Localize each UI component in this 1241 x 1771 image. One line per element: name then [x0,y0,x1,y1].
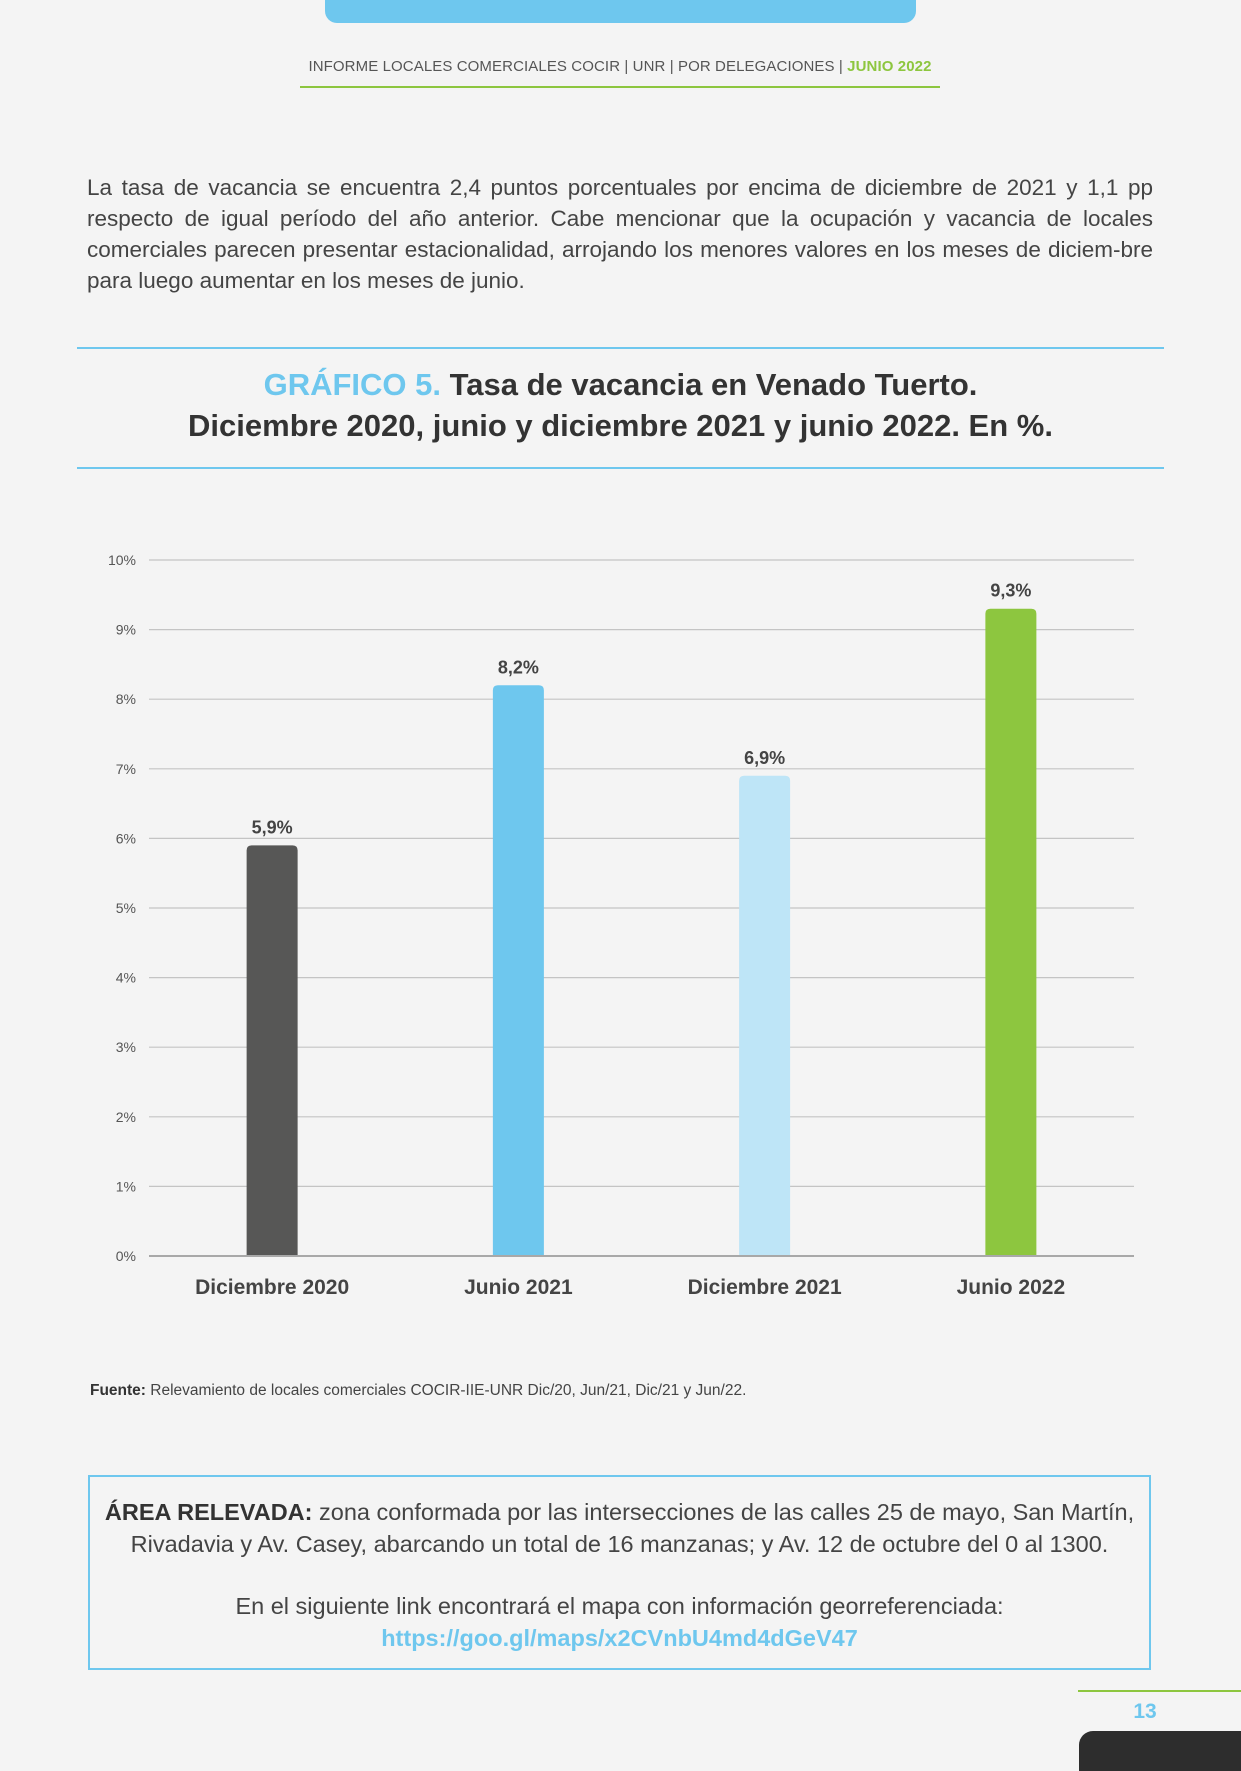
y-tick-label: 1% [116,1178,136,1194]
bar [739,775,791,1256]
y-tick-label: 3% [116,1039,136,1055]
bar-chart: 0% 1% 2% 3% 4% 5% 6% 7% 8% 9% 10% 5,9% Diciembre 202… [108,552,1134,1299]
y-tick-label: 4% [116,970,136,986]
header-text: INFORME LOCALES COMERCIALES COCIR | UNR … [308,58,848,75]
data-label: 6,9% [744,748,785,768]
map-link-intro: En el siguiente link encontrará el mapa … [235,1593,1004,1619]
chart-number: GRÁFICO 5. [263,367,441,402]
map-link[interactable]: https://goo.gl/maps/x2CVnbU4md4dGeV47 [381,1625,858,1651]
area-text: zona conformada por las intersecciones d… [130,1499,1135,1557]
y-tick-label: 7% [116,761,136,777]
chart-source: Fuente: Relevamiento de locales comercia… [90,1382,746,1400]
bar [985,608,1037,1256]
area-description: ÁREA RELEVADA: zona conformada por las i… [90,1496,1149,1560]
y-tick-label: 6% [116,830,136,846]
intro-paragraph: La tasa de vacancia se encuentra 2,4 pun… [87,175,1153,293]
footer-decor-tab [1079,1731,1241,1771]
chart-title: GRÁFICO 5. Tasa de vacancia en Venado Tu… [77,364,1164,446]
x-category-label: Diciembre 2021 [688,1276,842,1299]
area-info-box: ÁREA RELEVADA: zona conformada por las i… [88,1475,1151,1670]
title-bottom-rule [77,467,1164,469]
source-text: Relevamiento de locales comerciales COCI… [145,1382,747,1399]
y-tick-label: 9% [116,622,136,638]
x-category-label: Junio 2022 [957,1276,1066,1299]
data-label: 8,2% [498,657,539,677]
header-divider [300,86,940,88]
y-tick-label: 2% [116,1109,136,1125]
y-tick-label: 10% [108,552,136,568]
chart-title-line2: Diciembre 2020, junio y diciembre 2021 y… [188,408,1053,443]
header-date: JUNIO 2022 [847,58,932,75]
x-category-label: Junio 2021 [464,1276,573,1299]
footer-divider [1078,1690,1241,1692]
x-category-label: Diciembre 2020 [195,1276,349,1299]
y-tick-label: 0% [116,1248,136,1264]
page-number: 13 [1133,1700,1157,1723]
source-label: Fuente: [90,1382,146,1399]
top-decor-tab [325,0,916,23]
data-label: 5,9% [252,817,293,837]
area-label: ÁREA RELEVADA: [104,1499,313,1525]
bar [246,845,298,1256]
y-tick-label: 8% [116,691,136,707]
bar [492,685,544,1256]
title-top-rule [77,347,1164,349]
data-label: 9,3% [990,581,1031,601]
chart-title-line1: Tasa de vacancia en Venado Tuerto. [441,367,978,402]
y-tick-label: 5% [116,900,136,916]
running-header: INFORME LOCALES COMERCIALES COCIR | UNR … [300,58,940,75]
